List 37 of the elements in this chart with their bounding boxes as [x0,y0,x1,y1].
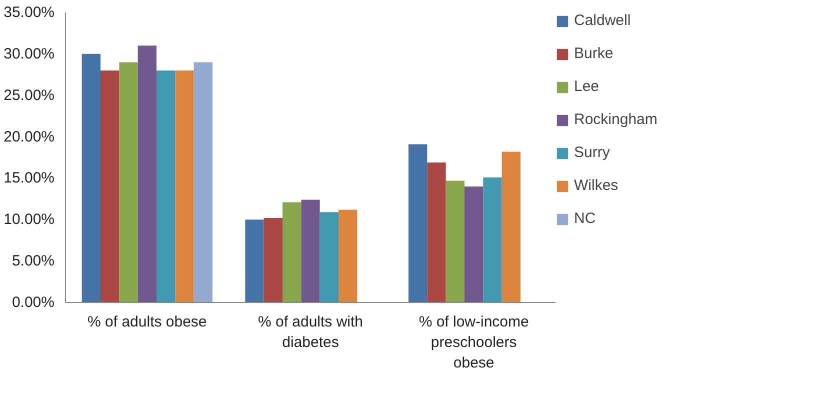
legend-label: Burke [574,45,614,62]
bar [483,177,502,302]
legend-label: Lee [574,78,600,95]
x-tick-label: % of adults with diabetes [258,314,364,351]
bar [264,218,282,302]
y-tick-label: 15.00% [4,170,54,187]
legend-label: Caldwell [574,12,631,29]
bar [100,70,120,302]
y-tick-label: 5.00% [12,252,55,270]
bar [320,212,338,302]
bar [82,54,100,302]
bar [446,180,464,302]
bar [175,70,194,302]
legend-label: Surry [574,144,610,161]
bar [245,220,264,302]
bar [464,186,484,302]
x-tick-label: % of adults obese [88,314,207,330]
y-tick-label: 10.00% [4,211,54,228]
bar [138,46,156,302]
bar [408,144,428,302]
bar [427,162,446,302]
bar [282,202,302,302]
bar [194,62,212,302]
y-tick-label: 20.00% [4,128,54,146]
bar [119,62,138,302]
y-tick-label: 35.00% [4,4,54,21]
legend-label: NC [574,210,596,227]
legend-label: Wilkes [574,177,618,194]
legend-label: Rockingham [574,111,658,128]
y-tick-label: 0.00% [12,294,55,311]
bar [338,210,358,302]
bar [502,152,520,302]
y-tick-label: 30.00% [4,45,54,62]
y-tick-label: 25.00% [4,86,54,104]
x-tick-label: % of low-income preschoolers obese [418,314,529,372]
bar [156,70,176,302]
bar [301,200,320,302]
